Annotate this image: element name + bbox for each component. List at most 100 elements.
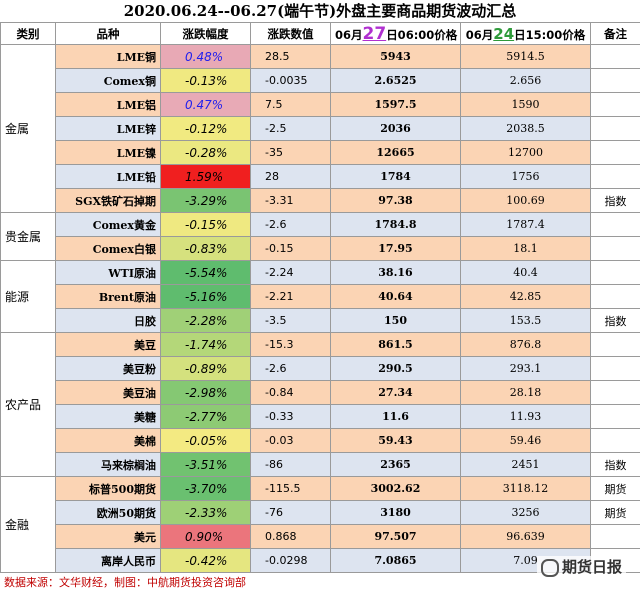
price-now-cell: 2036 bbox=[330, 116, 461, 141]
data-row: LME镍 -0.28% -35 12665 12700 bbox=[1, 140, 640, 165]
category-cell: 能源 bbox=[0, 260, 56, 333]
price-prev-cell: 11.93 bbox=[460, 404, 591, 429]
change-cell: -0.42% bbox=[160, 548, 251, 573]
note-cell bbox=[590, 92, 640, 117]
change-cell: -0.89% bbox=[160, 356, 251, 381]
price-now-cell: 40.64 bbox=[330, 284, 461, 309]
diff-cell: -0.15 bbox=[250, 236, 331, 261]
data-row: LME铝 0.47% 7.5 1597.5 1590 bbox=[1, 92, 640, 117]
name-cell: 美豆粉 bbox=[55, 356, 161, 381]
data-row: Brent原油 -5.16% -2.21 40.64 42.85 bbox=[1, 284, 640, 309]
name-cell: LME锌 bbox=[55, 116, 161, 141]
price-prev-cell: 59.46 bbox=[460, 428, 591, 453]
name-cell: 美棉 bbox=[55, 428, 161, 453]
watermark-text: 期货日报 bbox=[561, 558, 622, 576]
diff-cell: -76 bbox=[250, 500, 331, 525]
change-cell: -0.15% bbox=[160, 212, 251, 237]
diff-cell: -0.0035 bbox=[250, 68, 331, 93]
column-header: 涨跌幅度 bbox=[160, 22, 251, 45]
data-row: Comex铜 -0.13% -0.0035 2.6525 2.656 bbox=[1, 68, 640, 93]
name-cell: 标普500期货 bbox=[55, 476, 161, 501]
diff-cell: -0.84 bbox=[250, 380, 331, 405]
data-row: 日胶 -2.28% -3.5 150 153.5 指数 bbox=[1, 308, 640, 333]
price-now-cell: 2365 bbox=[330, 452, 461, 477]
column-header: 06月27日06:00价格 bbox=[330, 22, 461, 45]
diff-cell: -0.03 bbox=[250, 428, 331, 453]
header-prefix: 06月 bbox=[465, 27, 494, 42]
note-cell bbox=[590, 428, 640, 453]
price-now-cell: 3180 bbox=[330, 500, 461, 525]
change-cell: -2.98% bbox=[160, 380, 251, 405]
change-cell: 0.47% bbox=[160, 92, 251, 117]
data-row: 美元 0.90% 0.868 97.507 96.639 bbox=[1, 524, 640, 549]
column-header: 06月24日15:00价格 bbox=[460, 22, 591, 45]
name-cell: LME铅 bbox=[55, 164, 161, 189]
data-row: 美豆粉 -0.89% -2.6 290.5 293.1 bbox=[1, 356, 640, 381]
data-row: 贵金属 Comex黄金 -0.15% -2.6 1784.8 1787.4 bbox=[0, 212, 640, 261]
data-row: 金属 LME铜 0.48% 28.5 5943 5914.5 bbox=[0, 44, 640, 213]
table-body: 金属 LME铜 0.48% 28.5 5943 5914.5 Comex铜 -0.13% -0.… bbox=[0, 44, 640, 573]
name-cell: 马来棕榈油 bbox=[55, 452, 161, 477]
data-row: 能源 WTI原油 -5.54% -2.24 38.16 40.4 bbox=[0, 260, 640, 333]
diff-cell: -3.31 bbox=[250, 188, 331, 213]
price-now-cell: 861.5 bbox=[330, 332, 461, 357]
note-cell bbox=[590, 212, 640, 237]
note-cell bbox=[590, 236, 640, 261]
header-suffix: 日15:00价格 bbox=[514, 27, 586, 42]
change-cell: 0.48% bbox=[160, 44, 251, 69]
price-now-cell: 1784.8 bbox=[330, 212, 461, 237]
price-now-cell: 1784 bbox=[330, 164, 461, 189]
note-cell: 期货 bbox=[590, 500, 640, 525]
footer: 数据来源：文华财经，制图：中航期货投资咨询部 bbox=[4, 576, 246, 589]
change-cell: -0.12% bbox=[160, 116, 251, 141]
change-cell: -3.29% bbox=[160, 188, 251, 213]
price-prev-cell: 1590 bbox=[460, 92, 591, 117]
price-now-cell: 5943 bbox=[330, 44, 461, 69]
column-header: 涨跌数值 bbox=[250, 22, 331, 45]
price-now-cell: 97.38 bbox=[330, 188, 461, 213]
change-cell: -0.13% bbox=[160, 68, 251, 93]
change-cell: -2.33% bbox=[160, 500, 251, 525]
column-header: 类别 bbox=[0, 22, 56, 45]
name-cell: Comex白银 bbox=[55, 236, 161, 261]
change-cell: -0.28% bbox=[160, 140, 251, 165]
note-cell bbox=[590, 260, 640, 285]
price-now-cell: 27.34 bbox=[330, 380, 461, 405]
price-prev-cell: 12700 bbox=[460, 140, 591, 165]
diff-cell: -2.6 bbox=[250, 356, 331, 381]
note-cell: 指数 bbox=[590, 188, 640, 213]
change-cell: -0.83% bbox=[160, 236, 251, 261]
change-cell: -5.54% bbox=[160, 260, 251, 285]
diff-cell: 0.868 bbox=[250, 524, 331, 549]
price-prev-cell: 2451 bbox=[460, 452, 591, 477]
header-day: 24 bbox=[493, 24, 515, 43]
change-cell: -0.05% bbox=[160, 428, 251, 453]
name-cell: 美豆油 bbox=[55, 380, 161, 405]
price-now-cell: 1597.5 bbox=[330, 92, 461, 117]
diff-cell: -2.24 bbox=[250, 260, 331, 285]
price-prev-cell: 96.639 bbox=[460, 524, 591, 549]
data-row: 美棉 -0.05% -0.03 59.43 59.46 bbox=[1, 428, 640, 453]
data-row: Comex白银 -0.83% -0.15 17.95 18.1 bbox=[1, 236, 640, 261]
note-cell: 期货 bbox=[590, 476, 640, 501]
price-now-cell: 12665 bbox=[330, 140, 461, 165]
price-prev-cell: 5914.5 bbox=[460, 44, 591, 69]
price-now-cell: 3002.62 bbox=[330, 476, 461, 501]
category-cell: 金属 bbox=[0, 44, 56, 213]
note-cell: 指数 bbox=[590, 308, 640, 333]
price-prev-cell: 1756 bbox=[460, 164, 591, 189]
data-row: 美豆油 -2.98% -0.84 27.34 28.18 bbox=[1, 380, 640, 405]
data-row: 农产品 美豆 -1.74% -15.3 861.5 876.8 bbox=[0, 332, 640, 477]
diff-cell: -0.0298 bbox=[250, 548, 331, 573]
category-cell: 农产品 bbox=[0, 332, 56, 477]
data-row: 欧洲50期货 -2.33% -76 3180 3256 期货 bbox=[1, 500, 640, 525]
name-cell: Brent原油 bbox=[55, 284, 161, 309]
diff-cell: 28 bbox=[250, 164, 331, 189]
column-header: 品种 bbox=[55, 22, 161, 45]
price-prev-cell: 28.18 bbox=[460, 380, 591, 405]
note-cell bbox=[590, 524, 640, 549]
category-cell: 金融 bbox=[0, 476, 56, 573]
diff-cell: -3.5 bbox=[250, 308, 331, 333]
price-prev-cell: 18.1 bbox=[460, 236, 591, 261]
note-cell bbox=[590, 140, 640, 165]
